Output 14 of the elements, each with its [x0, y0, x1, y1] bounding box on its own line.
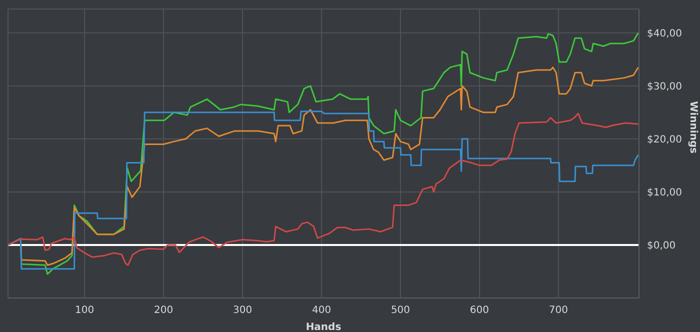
x-tick-label: 600	[470, 305, 490, 316]
x-tick-label: 100	[75, 305, 94, 316]
x-tick-label: 300	[233, 305, 252, 316]
y-tick-label: $30,00	[647, 81, 682, 92]
y-tick-label: $0,00	[647, 240, 676, 252]
y-tick-label: $40,00	[647, 28, 682, 40]
x-tick-label: 700	[548, 305, 568, 316]
y-tick-label: $20,00	[647, 134, 682, 146]
y-axis-title: Winnings	[687, 101, 698, 154]
x-tick-label: 500	[390, 305, 410, 316]
y-tick-label: $10,00	[647, 187, 682, 198]
x-tick-label: 200	[154, 305, 174, 316]
x-tick-label: 400	[312, 305, 332, 316]
x-axis-title: Hands	[306, 322, 342, 332]
